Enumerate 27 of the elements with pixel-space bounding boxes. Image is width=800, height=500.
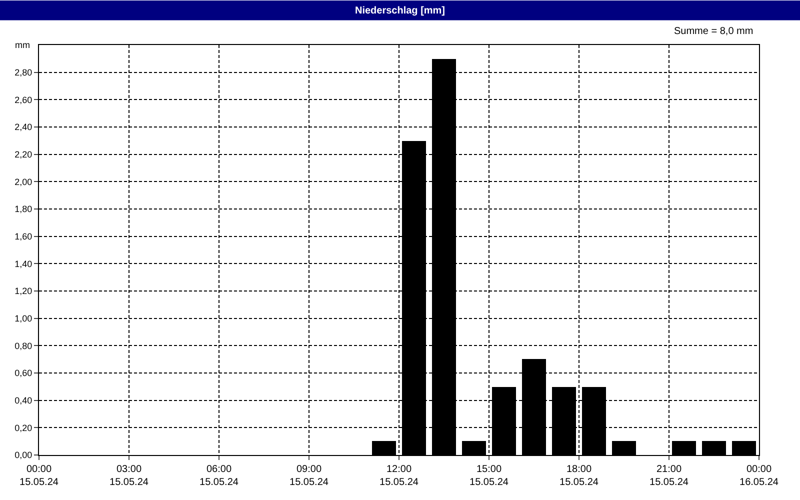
y-tick-label: 2,80 — [14, 67, 32, 78]
x-tick-label: 06:00 15.05.24 — [200, 464, 239, 488]
y-tick-label: 2,40 — [14, 122, 32, 132]
x-tick-label: 00:00 15.05.24 — [20, 464, 59, 488]
x-tick-label: 18:00 15.05.24 — [560, 464, 599, 488]
y-tick-label: 0,60 — [14, 368, 32, 378]
y-tick-label: 1,80 — [14, 204, 32, 214]
x-tick-label: 21:00 15.05.24 — [650, 464, 689, 488]
text: Summe = 8,0 mm — [674, 26, 754, 37]
x-tick-label: 03:00 15.05.24 — [110, 464, 149, 488]
y-tick-label: 0,40 — [14, 395, 32, 406]
y-tick-label: 0,00 — [14, 450, 32, 460]
x-tick-label: 00:00 16.05.24 — [740, 464, 779, 488]
y-tick-label: 0,20 — [14, 422, 32, 433]
y-tick-label: 1,60 — [14, 231, 32, 242]
y-tick-label: 2,60 — [14, 94, 32, 105]
y-tick-label: 1,40 — [14, 258, 32, 269]
y-tick-label: 1,00 — [14, 313, 32, 324]
y-tick-label: 2,00 — [14, 176, 32, 187]
y-tick-label: 0,80 — [14, 340, 32, 351]
x-tick-label: 09:00 15.05.24 — [290, 464, 329, 488]
y-axis-title: mm — [15, 40, 30, 50]
x-tick-label: 15:00 15.05.24 — [470, 464, 509, 488]
chart-title: Niederschlag [mm] — [354, 6, 446, 16]
x-tick-label: 12:00 15.05.24 — [380, 464, 419, 488]
y-tick-label: 2,20 — [14, 149, 32, 160]
y-tick-label: 1,20 — [14, 286, 32, 296]
